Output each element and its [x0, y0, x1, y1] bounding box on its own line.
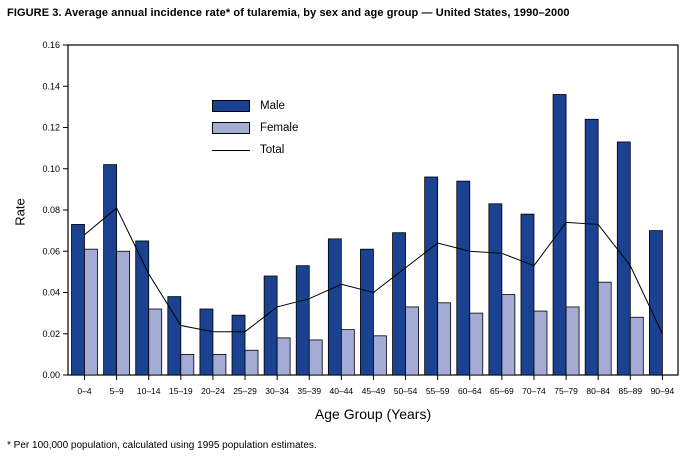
- bar-male-65–69: [488, 203, 503, 376]
- bar-female-5–9: [116, 250, 131, 376]
- bar-female-40–44: [340, 329, 355, 376]
- y-tick-label: 0.14: [42, 81, 60, 91]
- bar-male-60–64: [456, 180, 471, 376]
- y-tick-label: 0.06: [42, 246, 60, 256]
- x-tick-label: 25–29: [233, 386, 257, 396]
- x-tick-label: 50–54: [394, 386, 418, 396]
- x-tick-label: 65–69: [490, 386, 514, 396]
- x-tick-label: 75–79: [554, 386, 578, 396]
- x-tick-label: 90–94: [651, 386, 675, 396]
- male-swatch: [212, 100, 250, 112]
- bar-female-25–29: [244, 349, 259, 376]
- bar-female-15–19: [180, 353, 195, 376]
- x-tick-label: 35–39: [297, 386, 321, 396]
- x-tick-label: 85–89: [618, 386, 642, 396]
- bar-male-75–79: [552, 94, 567, 376]
- y-tick-label: 0.02: [42, 329, 60, 339]
- bar-male-0–4: [71, 224, 85, 376]
- y-tick-label: 0.12: [42, 123, 60, 133]
- figure-title: FIGURE 3. Average annual incidence rate*…: [7, 7, 570, 19]
- bar-female-0–4: [84, 248, 98, 376]
- y-axis-title: Rate: [12, 198, 28, 226]
- bar-female-10–14: [148, 308, 163, 376]
- legend-item-female: Female: [212, 121, 298, 135]
- bar-male-50–54: [392, 232, 406, 376]
- x-axis-title: Age Group (Years): [314, 406, 432, 422]
- bar-male-40–44: [327, 238, 342, 376]
- bar-male-15–19: [167, 296, 182, 376]
- bar-female-45–49: [373, 335, 387, 376]
- x-tick-label: 20–24: [201, 386, 225, 396]
- bar-male-55–59: [424, 176, 439, 376]
- legend-item-total: Total: [212, 143, 298, 157]
- bar-male-5–9: [103, 164, 118, 376]
- legend-label-male: Male: [260, 100, 285, 112]
- bar-female-70–74: [533, 310, 548, 376]
- bar-female-80–84: [597, 281, 612, 376]
- y-tick-label: 0.10: [42, 164, 60, 174]
- bar-female-85–89: [629, 316, 644, 376]
- bar-female-65–69: [501, 294, 516, 376]
- bar-female-20–24: [212, 353, 227, 376]
- bar-male-30–34: [263, 275, 278, 376]
- bar-male-90–94: [648, 230, 663, 376]
- bar-male-85–89: [616, 141, 631, 376]
- female-swatch: [212, 122, 250, 134]
- bar-female-35–39: [308, 339, 323, 376]
- total-line: [84, 207, 663, 334]
- x-tick-label: 80–84: [586, 386, 610, 396]
- bar-male-25–29: [231, 314, 246, 376]
- x-tick-label: 15–19: [169, 386, 193, 396]
- legend-label-female: Female: [260, 122, 299, 134]
- total-line-swatch: [212, 149, 250, 151]
- bar-female-50–54: [405, 306, 419, 376]
- bar-male-35–39: [295, 265, 310, 376]
- legend-item-male: Male: [212, 99, 298, 113]
- bar-male-80–84: [584, 118, 599, 376]
- y-tick-label: 0.08: [42, 205, 60, 215]
- chart-legend: Male Female Total: [212, 99, 298, 165]
- x-tick-label: 70–74: [522, 386, 546, 396]
- x-tick-label: 30–34: [265, 386, 289, 396]
- x-tick-label: 0–4: [77, 386, 91, 396]
- x-tick-label: 60–64: [458, 386, 482, 396]
- bar-male-20–24: [199, 308, 214, 376]
- bar-male-70–74: [520, 213, 535, 376]
- y-tick-label: 0.00: [42, 370, 60, 380]
- legend-label-total: Total: [260, 144, 285, 156]
- x-tick-label: 5–9: [110, 386, 124, 396]
- footnote: * Per 100,000 population, calculated usi…: [7, 440, 317, 451]
- bar-male-10–14: [135, 240, 150, 376]
- x-tick-label: 45–49: [362, 386, 386, 396]
- y-tick-label: 0.16: [42, 40, 60, 50]
- bar-female-75–79: [565, 306, 580, 376]
- x-tick-label: 55–59: [426, 386, 450, 396]
- x-tick-label: 10–14: [137, 386, 161, 396]
- bar-male-45–49: [360, 248, 374, 376]
- bar-female-55–59: [437, 302, 452, 376]
- bar-female-60–64: [469, 312, 484, 376]
- x-tick-label: 40–44: [330, 386, 354, 396]
- bar-female-30–34: [276, 337, 291, 376]
- y-tick-label: 0.04: [42, 288, 60, 298]
